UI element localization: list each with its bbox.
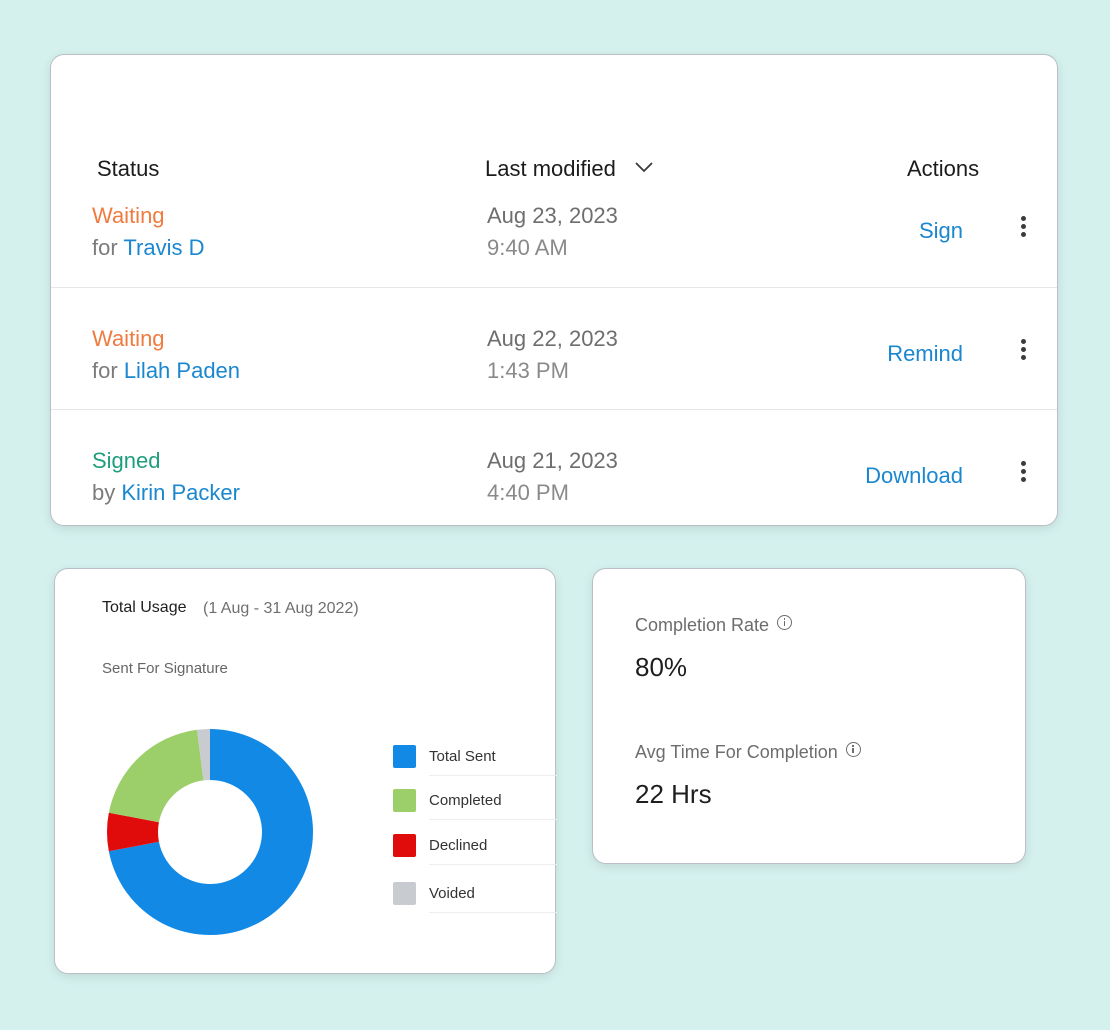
legend-swatch [393, 789, 416, 812]
chevron-down-icon[interactable] [634, 161, 654, 173]
modified-date: Aug 22, 2023 [487, 326, 618, 351]
donut-slice-completed [108, 729, 204, 823]
person-link[interactable]: Travis D [123, 235, 205, 260]
usage-subtitle: Sent For Signature [102, 660, 228, 677]
documents-table-card: Status Last modified Actions Waiting for… [50, 54, 1058, 526]
completion-rate-label-text: Completion Rate [635, 615, 770, 635]
last-modified-header-label: Last modified [485, 156, 616, 181]
avg-time-value: 22 Hrs [635, 779, 712, 809]
download-action-link[interactable]: Download [865, 463, 963, 488]
total-usage-card: Total Usage (1 Aug - 31 Aug 2022) Sent F… [54, 568, 557, 974]
avg-time-label-text: Avg Time For Completion [635, 742, 838, 762]
legend-swatch [393, 745, 416, 768]
legend-item-completed: Completed [393, 789, 557, 820]
table-row: Waiting for Travis D Aug 23, 2023 9:40 A… [51, 165, 1057, 287]
usage-date-range: (1 Aug - 31 Aug 2022) [203, 600, 359, 617]
status-owner: by Kirin Packer [92, 480, 240, 506]
completion-metrics-card: Completion Rate 80% Avg Time For Complet… [592, 568, 1026, 864]
legend-label: Completed [429, 792, 502, 809]
last-modified-sort-header[interactable]: Last modified [485, 156, 654, 182]
remind-action-link[interactable]: Remind [887, 341, 963, 366]
modified-time: 4:40 PM [487, 480, 569, 505]
legend-swatch [393, 834, 416, 857]
status-label: Waiting [92, 326, 165, 351]
status-label: Waiting [92, 203, 165, 228]
modified-time: 9:40 AM [487, 235, 568, 260]
info-icon[interactable] [777, 615, 793, 630]
modified-date: Aug 21, 2023 [487, 448, 618, 473]
donut-slice-total-sent [108, 729, 313, 935]
completion-rate-value: 80% [635, 652, 688, 682]
avg-time-label: Avg Time For Completion [635, 742, 861, 763]
status-preposition: for [92, 358, 118, 383]
completion-rate-label: Completion Rate [635, 615, 793, 636]
modified-time: 1:43 PM [487, 358, 569, 383]
legend-item-declined: Declined [393, 834, 557, 865]
status-preposition: by [92, 480, 116, 505]
usage-donut-chart [106, 729, 313, 935]
status-column-header: Status [97, 156, 160, 181]
status-label: Signed [92, 448, 161, 473]
legend-label: Declined [429, 837, 488, 854]
legend-label: Total Sent [429, 748, 496, 765]
person-link[interactable]: Kirin Packer [121, 480, 240, 505]
legend-swatch [393, 882, 416, 905]
person-link[interactable]: Lilah Paden [123, 358, 241, 383]
kebab-menu-icon[interactable] [1012, 459, 1034, 485]
modified-date: Aug 23, 2023 [487, 203, 618, 228]
usage-title: Total Usage [102, 599, 187, 616]
actions-column-header: Actions [907, 156, 980, 181]
status-preposition: for [92, 235, 118, 260]
table-row: Signed by Kirin Packer Aug 21, 2023 4:40… [51, 409, 1057, 525]
status-owner: for Lilah Paden [92, 358, 240, 384]
donut-slice-voided [197, 729, 210, 781]
table-row: Waiting for Lilah Paden Aug 22, 2023 1:4… [51, 287, 1057, 409]
kebab-menu-icon[interactable] [1012, 214, 1034, 240]
info-icon[interactable] [845, 742, 861, 757]
sign-action-link[interactable]: Sign [918, 218, 963, 243]
legend-label: Voided [429, 885, 475, 902]
legend-item-total-sent: Total Sent [393, 745, 557, 776]
status-owner: for Travis D [92, 235, 204, 261]
legend-item-voided: Voided [393, 882, 557, 913]
donut-slice-declined [106, 812, 159, 852]
kebab-menu-icon[interactable] [1012, 337, 1034, 363]
